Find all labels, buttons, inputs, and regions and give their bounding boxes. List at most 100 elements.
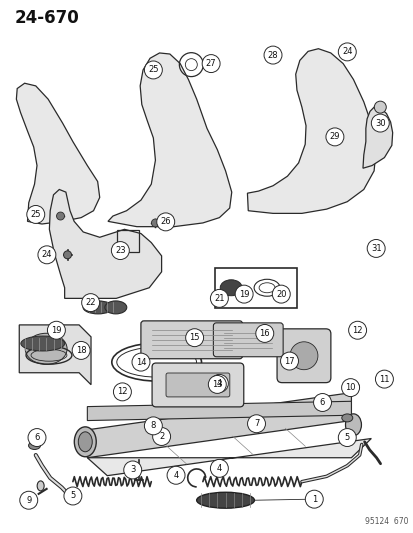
Text: 8: 8 xyxy=(150,422,156,430)
FancyBboxPatch shape xyxy=(152,363,243,407)
Ellipse shape xyxy=(37,481,44,491)
Circle shape xyxy=(38,246,56,264)
Ellipse shape xyxy=(25,333,67,365)
Ellipse shape xyxy=(345,414,361,436)
Text: 22: 22 xyxy=(85,298,96,307)
Text: 12: 12 xyxy=(351,326,362,335)
Circle shape xyxy=(366,239,384,257)
Text: 25: 25 xyxy=(148,66,158,75)
Text: 19: 19 xyxy=(238,289,249,298)
Text: 1: 1 xyxy=(311,495,316,504)
Ellipse shape xyxy=(78,432,92,452)
Circle shape xyxy=(81,294,100,312)
Ellipse shape xyxy=(220,280,242,296)
Polygon shape xyxy=(49,189,161,298)
Circle shape xyxy=(111,241,129,260)
Text: 4: 4 xyxy=(216,379,221,388)
Circle shape xyxy=(202,54,220,72)
Text: 12: 12 xyxy=(117,387,127,397)
Text: 17: 17 xyxy=(283,357,294,366)
Text: 21: 21 xyxy=(214,294,224,303)
Polygon shape xyxy=(247,49,375,213)
Text: 16: 16 xyxy=(259,329,269,338)
Circle shape xyxy=(325,128,343,146)
Circle shape xyxy=(341,378,358,397)
Text: 28: 28 xyxy=(267,51,278,60)
Text: 24-670: 24-670 xyxy=(14,9,79,27)
Ellipse shape xyxy=(341,414,352,422)
Text: 4: 4 xyxy=(216,464,221,473)
Ellipse shape xyxy=(104,301,126,314)
Circle shape xyxy=(210,374,228,392)
Bar xyxy=(215,268,296,308)
Text: 25: 25 xyxy=(31,210,41,219)
Circle shape xyxy=(152,427,170,446)
Ellipse shape xyxy=(196,492,254,508)
Bar xyxy=(116,230,138,252)
Ellipse shape xyxy=(74,427,96,457)
Circle shape xyxy=(157,213,174,231)
Text: 26: 26 xyxy=(160,217,171,227)
Circle shape xyxy=(28,429,46,447)
Polygon shape xyxy=(108,53,231,227)
Circle shape xyxy=(313,393,331,411)
Text: 5: 5 xyxy=(344,433,349,442)
Ellipse shape xyxy=(375,243,382,251)
Ellipse shape xyxy=(151,219,159,227)
Circle shape xyxy=(113,383,131,401)
Text: 13: 13 xyxy=(211,380,222,389)
Text: 10: 10 xyxy=(344,383,355,392)
Circle shape xyxy=(47,321,65,339)
Circle shape xyxy=(375,370,392,388)
Circle shape xyxy=(144,61,162,79)
Ellipse shape xyxy=(351,327,365,336)
FancyBboxPatch shape xyxy=(166,373,229,397)
Ellipse shape xyxy=(21,336,64,351)
Text: 3: 3 xyxy=(130,465,135,474)
Text: 31: 31 xyxy=(370,244,380,253)
Text: 5: 5 xyxy=(70,491,75,500)
FancyBboxPatch shape xyxy=(140,321,242,359)
Text: 15: 15 xyxy=(189,333,199,342)
Circle shape xyxy=(255,325,273,342)
FancyBboxPatch shape xyxy=(276,329,330,383)
Text: 14: 14 xyxy=(135,358,146,367)
Circle shape xyxy=(210,459,228,478)
Text: 11: 11 xyxy=(378,375,389,384)
Polygon shape xyxy=(87,393,351,458)
Text: 6: 6 xyxy=(34,433,40,442)
Polygon shape xyxy=(17,83,100,224)
Ellipse shape xyxy=(347,382,358,391)
Ellipse shape xyxy=(83,301,113,314)
Text: 6: 6 xyxy=(319,398,325,407)
Circle shape xyxy=(208,375,226,393)
Circle shape xyxy=(72,342,90,359)
Text: 23: 23 xyxy=(115,246,126,255)
Polygon shape xyxy=(19,325,91,385)
Circle shape xyxy=(337,43,356,61)
Circle shape xyxy=(348,321,366,339)
Text: 19: 19 xyxy=(51,326,62,335)
Ellipse shape xyxy=(28,441,40,449)
Polygon shape xyxy=(87,439,370,475)
Circle shape xyxy=(123,461,141,479)
Text: 7: 7 xyxy=(253,419,259,428)
Circle shape xyxy=(337,429,356,447)
Circle shape xyxy=(185,329,203,346)
Text: 27: 27 xyxy=(205,59,216,68)
Text: 24: 24 xyxy=(341,47,352,56)
Circle shape xyxy=(167,466,185,484)
Circle shape xyxy=(272,285,290,303)
Circle shape xyxy=(210,289,228,308)
Ellipse shape xyxy=(290,342,317,370)
Ellipse shape xyxy=(373,101,385,113)
FancyBboxPatch shape xyxy=(213,323,282,357)
Circle shape xyxy=(132,353,150,371)
Ellipse shape xyxy=(64,251,71,259)
Text: 2: 2 xyxy=(159,432,164,441)
Polygon shape xyxy=(362,107,392,168)
Circle shape xyxy=(144,417,162,435)
Circle shape xyxy=(235,285,252,303)
Text: 20: 20 xyxy=(275,289,286,298)
Circle shape xyxy=(280,352,298,370)
